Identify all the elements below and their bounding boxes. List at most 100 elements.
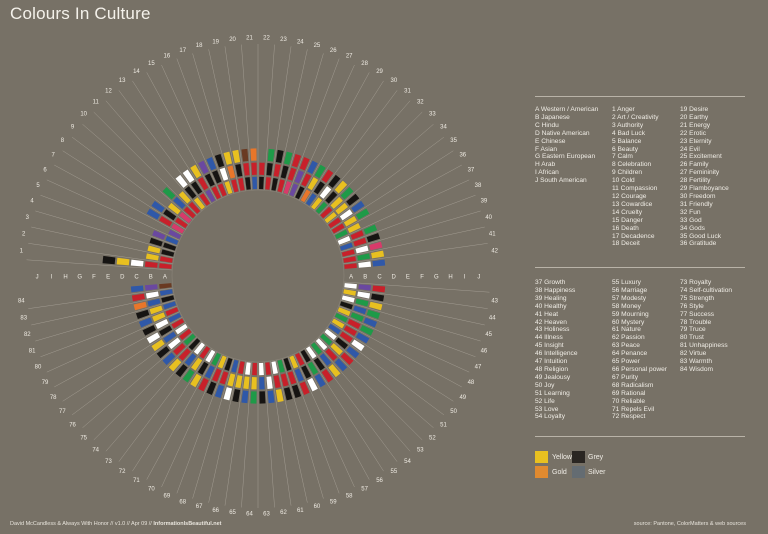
colour-cell — [217, 355, 227, 369]
colour-cell — [267, 390, 275, 404]
colour-cell — [152, 312, 166, 322]
culture-letter-right: F — [420, 275, 424, 281]
sector-number: 18 — [196, 43, 203, 49]
meaning-legend-item: 41 Heat — [535, 310, 559, 318]
sector-number: 27 — [346, 54, 353, 60]
sector-guide-line — [338, 305, 476, 358]
culture-letter-left: J — [36, 275, 39, 281]
meaning-legend-item: 31 Friendly — [680, 200, 713, 208]
sector-number: 16 — [163, 54, 170, 60]
meaning-legend-item: 52 Life — [535, 397, 555, 405]
sector-number: 38 — [475, 183, 482, 189]
sector-guide-line — [340, 210, 481, 253]
meaning-legend-item: 71 Repels Evil — [612, 405, 655, 413]
colour-cell — [159, 256, 173, 263]
sector-guide-line — [93, 111, 198, 216]
meaning-legend-item: 54 Loyalty — [535, 413, 566, 421]
colour-cell — [353, 237, 367, 247]
colour-cell — [357, 291, 371, 299]
colour-cell — [343, 289, 357, 296]
colour-cell — [305, 193, 317, 206]
colour-cell — [206, 157, 217, 171]
colour-cell — [167, 202, 181, 215]
culture-legend-item: G Eastern European — [535, 153, 596, 161]
sector-guide-line — [54, 164, 183, 236]
colour-cell — [339, 331, 353, 343]
sector-guide-line — [304, 80, 384, 204]
colour-cell — [163, 209, 177, 221]
legend-rule-mid — [535, 267, 745, 268]
meaning-legend-item: 53 Love — [535, 405, 559, 413]
meaning-legend-item: 2 Art / Creativity — [612, 113, 659, 121]
sector-guide-line — [46, 311, 180, 373]
colour-cell — [307, 361, 319, 375]
sector-number: 75 — [80, 436, 87, 442]
culture-letter-right: C — [377, 275, 382, 281]
meaning-legend-item: 50 Joy — [535, 381, 555, 389]
colour-cell — [372, 285, 386, 293]
sector-guide-line — [322, 332, 434, 428]
meaning-legend-item: 70 Reliable — [612, 397, 645, 405]
sector-guide-line — [93, 336, 198, 441]
meaning-legend-item: 1 Anger — [612, 106, 635, 113]
footer-brand-link[interactable]: InformationIsBeautiful.net — [153, 521, 222, 527]
culture-legend-item: A Western / American — [535, 106, 599, 113]
meaning-legend-item: 21 Energy — [680, 121, 711, 129]
colour-cell — [149, 305, 163, 315]
colour-cell — [307, 160, 318, 175]
sector-guide-line — [241, 44, 253, 191]
culture-legend-item: B Japanese — [535, 113, 570, 121]
colour-cell — [173, 343, 186, 356]
colour-cell — [301, 173, 312, 187]
colour-cell — [340, 186, 354, 200]
sector-number: 20 — [229, 37, 236, 43]
meaning-legend-item: 80 Trust — [680, 334, 704, 342]
sector-guide-line — [71, 136, 190, 225]
meaning-legend-item: 7 Calm — [612, 153, 633, 161]
sector-number: 24 — [297, 39, 304, 45]
colour-cell — [238, 177, 245, 191]
sector-number: 9 — [71, 124, 75, 130]
sector-number: 25 — [314, 43, 321, 49]
meaning-legend-1: 1 Anger 2 Art / Creativity 3 Authority 4 Ba… — [612, 106, 659, 248]
culture-letter-right: I — [464, 275, 466, 281]
colour-cell — [311, 342, 323, 355]
page-title: Colours In Culture — [10, 4, 151, 23]
colour-cell — [330, 196, 343, 209]
sector-number: 55 — [391, 469, 398, 475]
meaning-legend-item: 72 Respect — [612, 413, 646, 421]
sector-guide-line — [62, 322, 186, 402]
sector-guide-line — [40, 305, 178, 358]
colour-cell — [351, 339, 365, 352]
culture-legend-item: D Native American — [535, 129, 590, 137]
meaning-legend-item: 65 Power — [612, 358, 640, 366]
meaning-legend-item: 59 Mourning — [612, 310, 649, 318]
colour-cell — [190, 373, 202, 388]
colour-cell — [320, 206, 333, 219]
sector-guide-line — [146, 72, 217, 201]
colour-cell — [339, 301, 353, 310]
sector-guide-line — [336, 311, 470, 373]
sector-guide-line — [224, 46, 246, 191]
colour-cell — [144, 284, 158, 291]
colour-cell — [214, 384, 225, 398]
meaning-legend-item: 46 Intelligence — [535, 350, 578, 358]
sector-guide-line — [314, 100, 411, 212]
meaning-legend-item: 44 Illness — [535, 334, 563, 342]
colour-cell — [339, 209, 353, 221]
sector-number: 1 — [20, 249, 24, 255]
sector-number: 62 — [280, 510, 287, 516]
sector-guide-line — [343, 281, 490, 293]
sector-number: 76 — [69, 423, 76, 429]
colour-cell — [294, 170, 304, 184]
colour-cell — [289, 355, 299, 369]
sector-guide-line — [333, 316, 462, 388]
culture-letter-left: I — [50, 275, 52, 281]
colour-cell — [199, 346, 211, 359]
colour-cell — [341, 295, 355, 303]
sector-number: 56 — [376, 478, 383, 484]
meaning-legend-item: 25 Excitement — [680, 153, 722, 161]
sector-guide-line — [62, 150, 186, 230]
sector-guide-line — [338, 194, 476, 247]
colour-cell — [152, 230, 166, 240]
